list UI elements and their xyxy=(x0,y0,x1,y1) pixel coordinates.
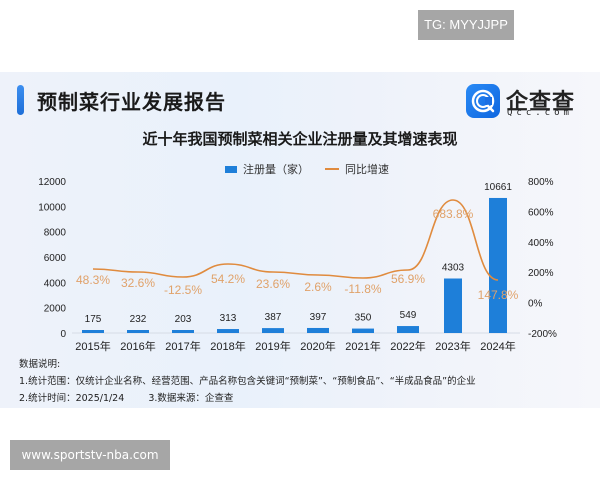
growth-label: 683.8% xyxy=(433,207,474,221)
growth-label: -12.5% xyxy=(164,283,202,297)
bar xyxy=(444,278,462,333)
title-accent-bar xyxy=(17,85,24,115)
x-axis-tick: 2017年 xyxy=(165,339,200,353)
legend-bar-swatch xyxy=(225,165,237,173)
bar-value-label: 4303 xyxy=(442,262,465,273)
x-axis-tick: 2019年 xyxy=(255,339,290,353)
left-axis-tick: 8000 xyxy=(44,228,67,239)
bar xyxy=(307,327,329,333)
left-axis-tick: 4000 xyxy=(44,278,67,289)
report-title: 预制菜行业发展报告 xyxy=(37,90,226,114)
left-axis-tick: 6000 xyxy=(44,253,67,264)
bar-value-label: 203 xyxy=(175,314,192,325)
bar-value-label: 232 xyxy=(130,314,147,325)
bar xyxy=(262,328,284,333)
qcc-logo-icon xyxy=(466,84,500,118)
notes-line-2: 2.统计时间：2025/1/24 3.数据来源：企查查 xyxy=(19,390,476,407)
combo-chart: 0 2000 4000 6000 8000 10000 12000 -200% 0% 200% 40… xyxy=(38,177,557,353)
logo-domain: Qcc.com xyxy=(507,108,573,118)
right-axis-tick: 0% xyxy=(528,299,543,310)
x-axis-tick: 2023年 xyxy=(435,339,470,353)
growth-label: 2.6% xyxy=(304,280,332,294)
growth-label: 147.8% xyxy=(478,288,519,302)
notes-time: 2.统计时间：2025/1/24 xyxy=(19,393,125,404)
bar xyxy=(172,330,194,333)
growth-label: -11.8% xyxy=(344,282,381,296)
watermark-url: www.sportstv-nba.com xyxy=(10,440,170,470)
left-axis-tick: 10000 xyxy=(38,202,66,213)
bar xyxy=(489,197,507,333)
bar-value-label: 350 xyxy=(355,313,372,324)
bar xyxy=(82,330,104,333)
bar xyxy=(397,326,419,333)
watermark-tg: TG: MYYJJPP xyxy=(418,10,514,40)
x-axis-tick: 2020年 xyxy=(300,339,335,353)
notes-source: 3.数据来源：企查查 xyxy=(148,393,234,404)
x-axis-tick: 2022年 xyxy=(390,339,425,353)
x-axis-tick: 2016年 xyxy=(120,339,155,353)
growth-label: 23.6% xyxy=(256,277,290,291)
right-axis-tick: 400% xyxy=(528,238,554,249)
left-axis-tick: 2000 xyxy=(44,304,67,315)
chart-legend: 注册量（家） 同比增速 xyxy=(225,161,389,177)
x-axis-tick: 2015年 xyxy=(75,339,110,353)
bar-value-label: 549 xyxy=(400,310,417,321)
chart-title: 近十年我国预制菜相关企业注册量及其增速表现 xyxy=(142,130,458,148)
legend-bar-label: 注册量（家） xyxy=(243,163,309,176)
bar-value-label: 397 xyxy=(310,312,327,323)
growth-line xyxy=(92,199,499,281)
bar-value-label: 10661 xyxy=(484,182,512,193)
data-notes: 数据说明: 1.统计范围：仅统计企业名称、经营范围、产品名称包含关键词“预制菜”… xyxy=(19,356,476,407)
bar-value-label: 313 xyxy=(220,313,237,324)
right-axis-tick: 600% xyxy=(528,207,554,218)
bar-value-label: 175 xyxy=(85,314,102,325)
right-axis-tick: 200% xyxy=(528,268,554,279)
growth-label: 56.9% xyxy=(391,272,425,286)
legend-line-swatch xyxy=(325,168,339,170)
right-axis-tick: -200% xyxy=(528,329,557,340)
legend-line-label: 同比增速 xyxy=(345,163,389,176)
x-axis-tick: 2018年 xyxy=(210,339,245,353)
right-axis-tick: 800% xyxy=(528,177,554,188)
x-axis-tick: 2024年 xyxy=(480,339,515,353)
logo-name: 企查查 xyxy=(506,90,576,115)
notes-line-1: 1.统计范围：仅统计企业名称、经营范围、产品名称包含关键词“预制菜”、“预制食品… xyxy=(19,376,476,387)
growth-label: 48.3% xyxy=(76,273,110,287)
bar xyxy=(127,330,149,333)
growth-label: 54.2% xyxy=(211,272,245,286)
growth-label: 32.6% xyxy=(121,276,155,290)
bar xyxy=(352,328,374,333)
left-axis-tick: 0 xyxy=(60,329,66,340)
notes-heading: 数据说明: xyxy=(19,359,61,370)
left-axis-tick: 12000 xyxy=(38,177,66,188)
x-axis-tick: 2021年 xyxy=(345,339,380,353)
bar xyxy=(217,329,239,333)
bar-value-label: 387 xyxy=(265,312,282,323)
